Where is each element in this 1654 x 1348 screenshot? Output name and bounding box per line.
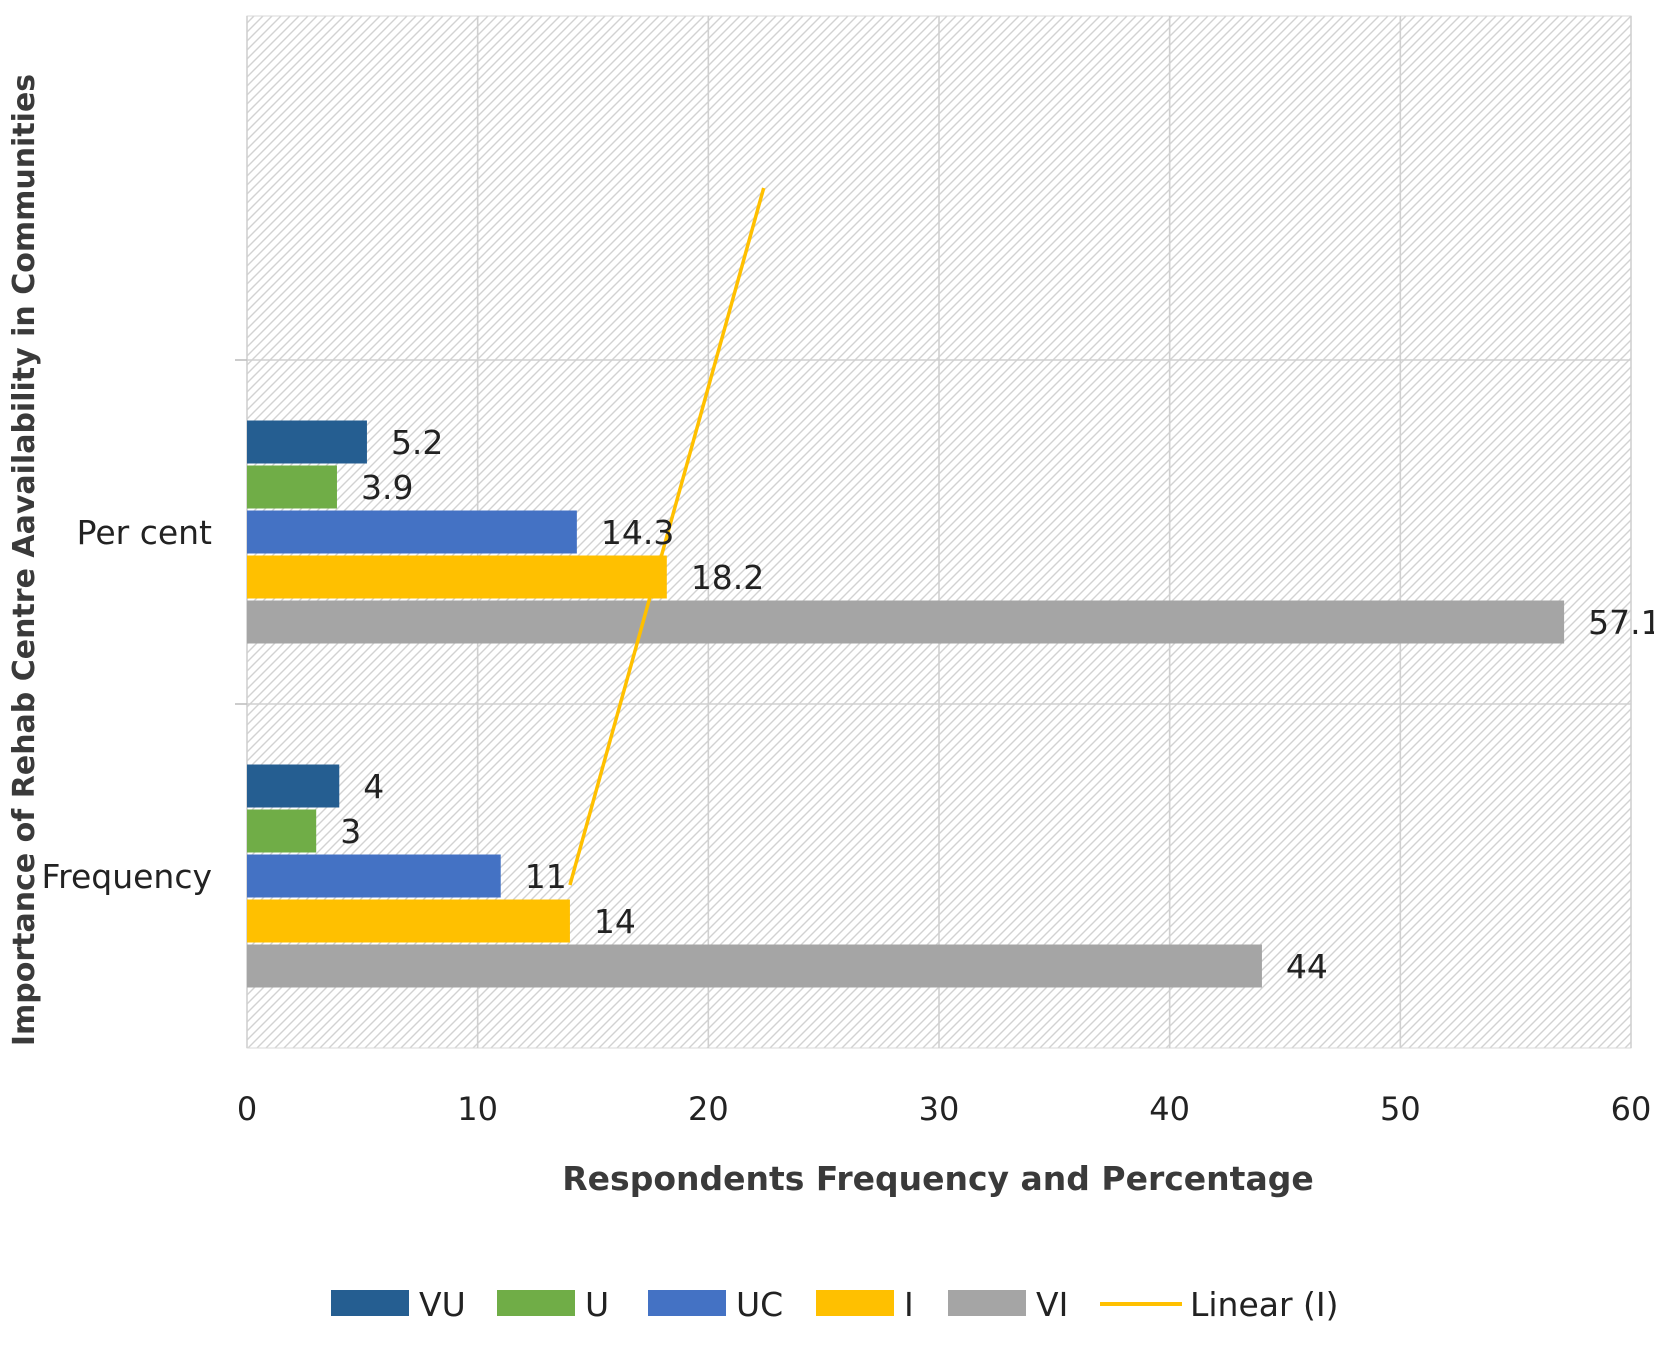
data-label: 5.2 <box>391 423 443 462</box>
legend-label: I <box>904 1285 914 1324</box>
x-tick-label: 60 <box>1611 1090 1652 1128</box>
bar-vi-per-cent <box>247 600 1565 644</box>
legend-label: U <box>585 1285 609 1324</box>
data-label: 18.2 <box>691 558 764 597</box>
legend: VU U UC I VI Linear (I) <box>331 1285 1339 1324</box>
legend-label: VU <box>419 1285 466 1324</box>
category-label: Per cent <box>77 513 212 552</box>
bar-u-per-cent <box>247 465 337 509</box>
x-axis-ticks: 0 10 20 30 40 50 60 <box>237 1090 1652 1128</box>
legend-label: Linear (I) <box>1190 1285 1339 1324</box>
x-tick-label: 10 <box>457 1090 498 1128</box>
data-labels: 43 11 14 44 5.2 3.9 14.3 18.2 57.1 <box>340 423 1654 986</box>
legend-swatch-uc <box>648 1290 726 1316</box>
bar-uc-per-cent <box>247 510 577 554</box>
legend-swatch-vi <box>948 1290 1026 1316</box>
bar-u-frequency <box>247 809 317 853</box>
data-label: 4 <box>363 767 384 806</box>
data-label: 11 <box>525 857 567 896</box>
bars <box>247 420 1565 988</box>
bar-vi-frequency <box>247 944 1262 988</box>
x-tick-label: 50 <box>1380 1090 1421 1128</box>
x-tick-label: 40 <box>1149 1090 1190 1128</box>
legend-label: VI <box>1036 1285 1068 1324</box>
x-tick-label: 0 <box>237 1090 257 1128</box>
bar-vu-per-cent <box>247 420 367 464</box>
legend-label: UC <box>736 1285 783 1324</box>
data-label: 14.3 <box>601 513 674 552</box>
trendline-line <box>568 187 766 886</box>
data-label: 14 <box>594 902 636 941</box>
data-label: 3 <box>340 812 361 851</box>
data-label: 44 <box>1286 947 1328 986</box>
category-labels: Frequency Per cent <box>42 513 213 896</box>
data-label: 3.9 <box>361 468 413 507</box>
trendline <box>568 187 766 886</box>
x-tick-label: 30 <box>919 1090 960 1128</box>
legend-swatch-i <box>816 1290 894 1316</box>
data-label: 57.1 <box>1588 603 1654 642</box>
legend-swatch-vu <box>331 1290 409 1316</box>
bar-i-frequency <box>247 899 570 943</box>
legend-swatch-u <box>497 1290 575 1316</box>
y-axis-title: Importance of Rehab Centre Aavailability… <box>7 74 42 1046</box>
x-axis-title: Respondents Frequency and Percentage <box>562 1159 1313 1198</box>
bar-vu-frequency <box>247 764 340 808</box>
bar-i-per-cent <box>247 555 667 599</box>
x-tick-label: 20 <box>688 1090 729 1128</box>
bar-uc-frequency <box>247 854 501 898</box>
category-label: Frequency <box>42 857 212 896</box>
